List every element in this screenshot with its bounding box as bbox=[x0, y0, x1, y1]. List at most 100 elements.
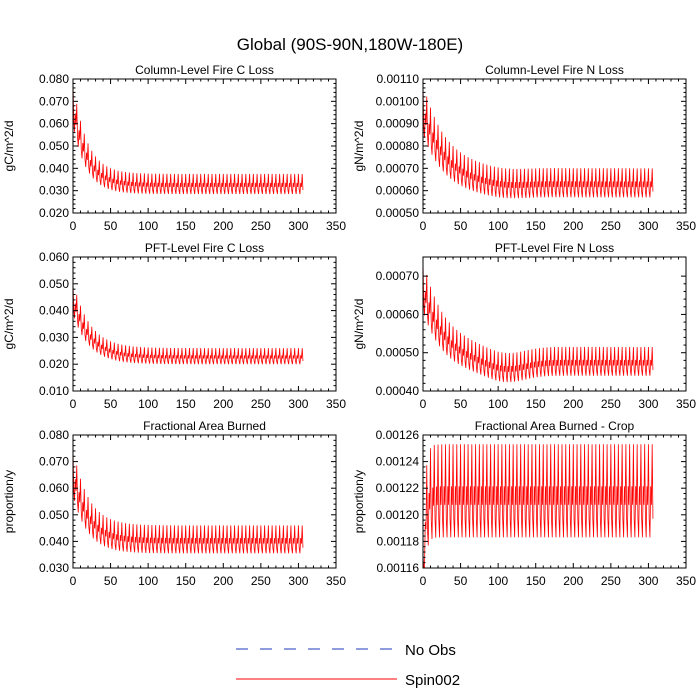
y-tick-label: 0.030 bbox=[39, 330, 69, 344]
panel-title: Fractional Area Burned bbox=[143, 419, 266, 433]
series-line-spin002 bbox=[72, 448, 304, 554]
x-tick-label: 100 bbox=[488, 574, 508, 588]
panel-pft-level-fire-c-loss: PFT-Level Fire C Loss gC/m^2/d 0 50 100 150 20… bbox=[2, 241, 346, 411]
panel-column-level-fire-c-loss: Column-Level Fire C Loss gC/m^2/d 0 50 100 15… bbox=[2, 63, 346, 233]
y-tick-label: 0.00124 bbox=[376, 455, 420, 469]
x-tick-label: 300 bbox=[288, 397, 308, 411]
x-tick-label: 150 bbox=[176, 219, 196, 233]
x-tick-label: 200 bbox=[213, 574, 233, 588]
y-tick-label: 0.00050 bbox=[376, 346, 420, 360]
x-tick-label: 300 bbox=[638, 397, 658, 411]
y-tick-label: 0.020 bbox=[39, 357, 69, 371]
x-tick-label: 350 bbox=[676, 397, 696, 411]
y-tick-label: 0.010 bbox=[39, 384, 69, 398]
x-tick-label: 300 bbox=[288, 219, 308, 233]
x-tick-label: 50 bbox=[104, 219, 118, 233]
y-tick-label: 0.050 bbox=[39, 508, 69, 522]
y-axis-label: gN/m^2/d bbox=[352, 121, 366, 172]
x-tick-label: 100 bbox=[488, 397, 508, 411]
y-tick-label: 0.00118 bbox=[377, 534, 420, 548]
figure-title: Global (90S-90N,180W-180E) bbox=[237, 35, 463, 54]
y-tick-label: 0.070 bbox=[39, 94, 69, 108]
y-tick-label: 0.00070 bbox=[376, 269, 420, 283]
x-tick-label: 50 bbox=[454, 397, 468, 411]
x-tick-label: 0 bbox=[420, 397, 427, 411]
x-tick-label: 200 bbox=[213, 219, 233, 233]
y-axis-label: gC/m^2/d bbox=[2, 299, 16, 350]
y-tick-label: 0.00070 bbox=[376, 161, 420, 175]
y-tick-label: 0.070 bbox=[39, 455, 69, 469]
legend-label-spin002: Spin002 bbox=[405, 672, 460, 689]
x-tick-label: 250 bbox=[601, 397, 621, 411]
y-tick-label: 0.00110 bbox=[377, 72, 420, 86]
y-axis-label: gC/m^2/d bbox=[2, 121, 16, 172]
x-tick-label: 100 bbox=[138, 574, 158, 588]
y-tick-label: 0.040 bbox=[39, 161, 69, 175]
x-tick-label: 250 bbox=[601, 219, 621, 233]
x-tick-label: 200 bbox=[563, 397, 583, 411]
x-tick-label: 0 bbox=[420, 574, 427, 588]
series-line-spin002 bbox=[72, 81, 304, 195]
plot-frame bbox=[72, 256, 337, 392]
panel-pft-level-fire-n-loss: PFT-Level Fire N Loss gN/m^2/d 0 50 100 150 20… bbox=[352, 241, 696, 411]
x-tick-label: 100 bbox=[488, 219, 508, 233]
legend-item-no-obs: No Obs bbox=[236, 642, 456, 659]
panel-title: Column-Level Fire N Loss bbox=[485, 63, 624, 77]
plot-frame bbox=[422, 256, 687, 392]
series-line-spin002 bbox=[422, 444, 654, 569]
y-axis-label: proportion/y bbox=[352, 470, 366, 533]
x-tick-label: 200 bbox=[563, 219, 583, 233]
panel-title: PFT-Level Fire N Loss bbox=[495, 241, 614, 255]
y-tick-label: 0.00060 bbox=[376, 307, 420, 321]
y-tick-label: 0.00040 bbox=[376, 384, 420, 398]
y-tick-label: 0.060 bbox=[39, 481, 69, 495]
x-tick-label: 350 bbox=[326, 219, 346, 233]
y-tick-label: 0.00090 bbox=[376, 117, 420, 131]
y-tick-label: 0.00060 bbox=[376, 184, 420, 198]
legend: No Obs Spin002 bbox=[236, 642, 460, 689]
x-tick-label: 50 bbox=[104, 574, 118, 588]
x-tick-label: 250 bbox=[251, 397, 271, 411]
x-tick-label: 350 bbox=[676, 219, 696, 233]
panel-fractional-area-burned: Fractional Area Burned proportion/y 0 50 100… bbox=[2, 419, 346, 588]
x-tick-label: 350 bbox=[326, 397, 346, 411]
x-tick-label: 200 bbox=[213, 397, 233, 411]
y-tick-label: 0.040 bbox=[39, 534, 69, 548]
y-tick-label: 0.00116 bbox=[377, 561, 420, 575]
x-tick-label: 100 bbox=[138, 397, 158, 411]
series-line-spin002 bbox=[72, 281, 304, 365]
y-tick-label: 0.080 bbox=[39, 72, 69, 86]
y-tick-label: 0.080 bbox=[39, 428, 69, 442]
y-tick-label: 0.00126 bbox=[376, 428, 420, 442]
x-tick-label: 50 bbox=[454, 219, 468, 233]
legend-label-no-obs: No Obs bbox=[405, 642, 456, 659]
x-tick-label: 50 bbox=[104, 397, 118, 411]
y-tick-label: 0.00050 bbox=[376, 206, 420, 220]
y-axis-label: proportion/y bbox=[2, 470, 16, 533]
x-tick-label: 300 bbox=[638, 574, 658, 588]
x-tick-label: 100 bbox=[138, 219, 158, 233]
x-tick-label: 0 bbox=[420, 219, 427, 233]
x-tick-label: 350 bbox=[326, 574, 346, 588]
x-tick-label: 50 bbox=[454, 574, 468, 588]
panel-title: Fractional Area Burned - Crop bbox=[475, 419, 635, 433]
y-tick-label: 0.060 bbox=[39, 117, 69, 131]
x-tick-label: 250 bbox=[251, 574, 271, 588]
x-tick-label: 0 bbox=[70, 574, 77, 588]
x-tick-label: 300 bbox=[638, 219, 658, 233]
y-tick-label: 0.030 bbox=[39, 184, 69, 198]
x-tick-label: 350 bbox=[676, 574, 696, 588]
x-tick-label: 200 bbox=[563, 574, 583, 588]
y-tick-label: 0.00122 bbox=[376, 481, 420, 495]
x-tick-label: 0 bbox=[70, 219, 77, 233]
y-tick-label: 0.00080 bbox=[376, 139, 420, 153]
y-tick-label: 0.050 bbox=[39, 277, 69, 291]
plot-frame bbox=[422, 434, 687, 569]
x-tick-label: 0 bbox=[70, 397, 77, 411]
x-tick-label: 150 bbox=[176, 397, 196, 411]
series-line-spin002 bbox=[422, 260, 654, 383]
panel-column-level-fire-n-loss: Column-Level Fire N Loss gN/m^2/d 0 50 100 15… bbox=[352, 63, 696, 233]
y-tick-label: 0.00120 bbox=[376, 508, 420, 522]
y-tick-label: 0.040 bbox=[39, 304, 69, 318]
